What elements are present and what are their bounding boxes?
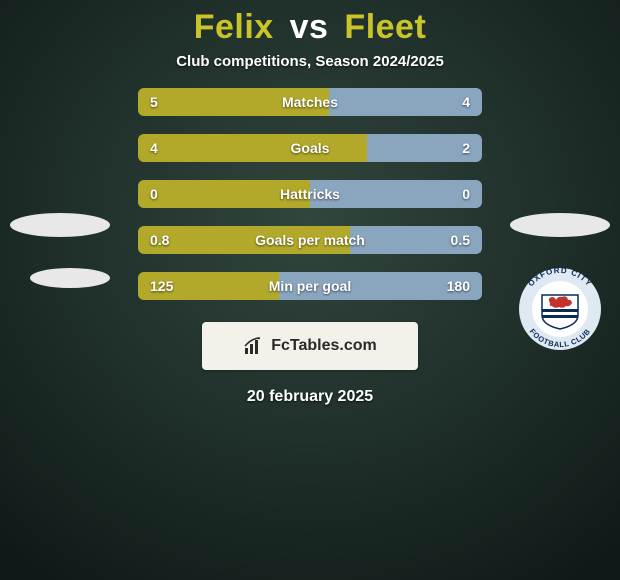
bar-overlay: 125Min per goal180	[138, 272, 482, 300]
subtitle: Club competitions, Season 2024/2025	[176, 53, 444, 70]
fctables-badge: FcTables.com	[202, 322, 418, 370]
vs-label: vs	[290, 8, 329, 46]
stat-bar-row: 5Matches4	[138, 88, 482, 116]
bar-overlay: 4Goals2	[138, 134, 482, 162]
stat-bar-row: 4Goals2	[138, 134, 482, 162]
bar-right-value: 0	[462, 186, 470, 202]
stat-bar-row: 0.8Goals per match0.5	[138, 226, 482, 254]
bar-overlay: 0Hattricks0	[138, 180, 482, 208]
bar-left-value: 4	[150, 140, 158, 156]
right-team-logo-1	[510, 213, 610, 237]
bar-right-value: 2	[462, 140, 470, 156]
left-team-logo-1	[10, 213, 110, 237]
bar-left-value: 0.8	[150, 232, 169, 248]
bar-chart-icon	[243, 336, 265, 356]
stat-bars: 5Matches44Goals20Hattricks00.8Goals per …	[138, 88, 482, 300]
bar-left-value: 125	[150, 278, 173, 294]
right-club-badge: OXFORD CITY FOOTBALL CLUB	[510, 267, 610, 351]
match-title: Felix vs Fleet	[194, 8, 427, 47]
date: 20 february 2025	[247, 388, 373, 406]
bar-overlay: 0.8Goals per match0.5	[138, 226, 482, 254]
bar-overlay: 5Matches4	[138, 88, 482, 116]
bar-right-value: 0.5	[451, 232, 470, 248]
bar-left-value: 0	[150, 186, 158, 202]
bar-label: Goals per match	[169, 232, 450, 248]
bar-left-value: 5	[150, 94, 158, 110]
bar-right-value: 180	[447, 278, 470, 294]
stat-bar-row: 125Min per goal180	[138, 272, 482, 300]
bar-label: Min per goal	[173, 278, 446, 294]
left-team-logo-2	[30, 268, 110, 288]
stat-bar-row: 0Hattricks0	[138, 180, 482, 208]
bar-label: Hattricks	[158, 186, 462, 202]
bar-label: Matches	[158, 94, 462, 110]
stats-area: OXFORD CITY FOOTBALL CLUB 5Matches44Goal…	[0, 88, 620, 300]
bar-right-value: 4	[462, 94, 470, 110]
player2-name: Fleet	[344, 8, 426, 46]
bar-label: Goals	[158, 140, 462, 156]
fctables-text: FcTables.com	[271, 337, 377, 355]
player1-name: Felix	[194, 8, 274, 46]
